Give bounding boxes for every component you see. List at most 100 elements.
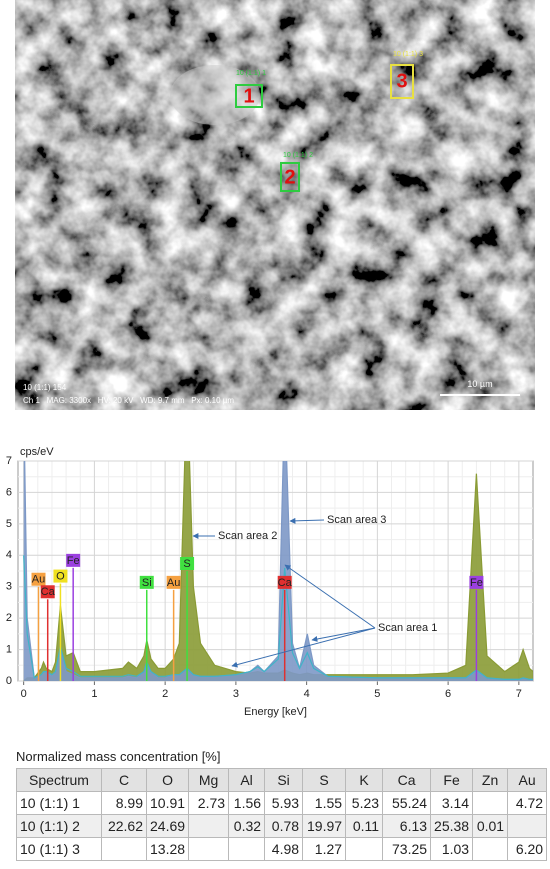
table-cell: Al xyxy=(228,768,266,792)
element-label: Fe xyxy=(67,555,80,567)
element-tag xyxy=(53,569,68,583)
region-number: 1 xyxy=(243,85,254,107)
table-cell: 10 (1:1) 1 xyxy=(16,791,102,815)
y-tick-label: 3 xyxy=(6,581,12,593)
table-cell: 1.27 xyxy=(302,837,347,861)
table-cell: K xyxy=(345,768,384,792)
region-number: 2 xyxy=(284,166,295,188)
element-label: Au xyxy=(167,577,180,589)
table-cell: 6.13 xyxy=(382,814,432,838)
table-row: Spectrum C O Mg Al Si S K Ca Fe Zn Au xyxy=(16,768,548,792)
table-cell: 8.99 xyxy=(101,791,147,815)
annotation-arrow xyxy=(311,627,376,642)
table-cell: 22.62 xyxy=(101,814,147,838)
element-tag xyxy=(40,585,55,599)
spectrum-line xyxy=(23,461,533,681)
table-row: 10 (1:1) 1 8.99 10.91 2.73 1.56 5.93 1.55 5.23 5… xyxy=(16,791,548,815)
table-cell xyxy=(345,837,384,861)
table-cell: 10 (1:1) 2 xyxy=(16,814,102,838)
annotation: Scan area 1 xyxy=(378,622,437,634)
x-tick-label: 2 xyxy=(162,688,168,700)
table-cell: 1.56 xyxy=(228,791,266,815)
table-cell: 73.25 xyxy=(382,837,432,861)
table-cell xyxy=(101,837,147,861)
element-tag xyxy=(31,572,46,586)
table-cell: 5.23 xyxy=(345,791,384,815)
x-tick-label: 3 xyxy=(233,688,239,700)
particle xyxy=(170,65,260,125)
element-tag xyxy=(66,553,81,567)
table-cell: 13.28 xyxy=(145,837,190,861)
table-cell: 3.14 xyxy=(430,791,474,815)
table-cell: 4.72 xyxy=(507,791,548,815)
y-tick-label: 6 xyxy=(6,486,12,498)
region-label: 10 (1:1) 3 xyxy=(393,51,423,58)
annotation-arrow xyxy=(289,517,325,524)
element-label: Fe xyxy=(470,577,483,589)
annotation: Scan area 3 xyxy=(327,514,386,526)
table-cell: 5.93 xyxy=(264,791,304,815)
element-tag xyxy=(139,575,154,589)
element-label: O xyxy=(56,570,65,582)
table-cell xyxy=(188,814,230,838)
spectrum-line xyxy=(23,555,533,680)
table-cell: 0.32 xyxy=(228,814,266,838)
table-cell: Si xyxy=(264,768,304,792)
spectrum-area xyxy=(23,461,533,681)
table-cell xyxy=(472,791,509,815)
region-box xyxy=(390,64,414,99)
x-axis-label: Energy [keV] xyxy=(244,706,307,718)
table-cell: 24.69 xyxy=(145,814,190,838)
table-cell: 10.91 xyxy=(145,791,190,815)
table-cell: 1.03 xyxy=(430,837,474,861)
x-tick-label: 4 xyxy=(304,688,310,700)
element-label: S xyxy=(183,558,190,570)
annotation-arrow xyxy=(284,564,376,629)
element-tag xyxy=(469,575,484,589)
element-tag xyxy=(180,557,195,570)
table-cell: Spectrum xyxy=(16,768,102,792)
image-name: 10 (1:1) 154 xyxy=(23,383,67,392)
x-tick-label: 5 xyxy=(374,688,380,700)
table-cell xyxy=(507,814,548,838)
y-tick-label: 7 xyxy=(6,455,12,467)
table-cell: 0.11 xyxy=(345,814,384,838)
table-cell: Mg xyxy=(188,768,230,792)
table-cell: 0.01 xyxy=(472,814,509,838)
table-cell: 4.98 xyxy=(264,837,304,861)
table-cell: 55.24 xyxy=(382,791,432,815)
annotation: Scan area 2 xyxy=(218,530,277,542)
plot-layer xyxy=(23,461,533,681)
table-cell: 0.78 xyxy=(264,814,304,838)
table-cell xyxy=(472,837,509,861)
table-cell: Zn xyxy=(472,768,509,792)
table-cell: 10 (1:1) 3 xyxy=(16,837,102,861)
region-box xyxy=(235,84,263,108)
table-row: 10 (1:1) 3 13.28 4.98 1.27 73.25 1.03 6.20 xyxy=(16,837,548,861)
table-cell: C xyxy=(101,768,147,792)
element-tag xyxy=(277,575,292,589)
element-label: Si xyxy=(142,577,152,589)
y-tick-label: 0 xyxy=(6,675,12,687)
table-cell xyxy=(228,837,266,861)
table-row: 10 (1:1) 2 22.62 24.69 0.32 0.78 19.97 0.11 6.1… xyxy=(16,814,548,838)
scale-bar-label: 10 µm xyxy=(467,379,492,389)
y-tick-label: 5 xyxy=(6,518,12,530)
image-info: Ch 1 MAG: 3300x HV: 20 kV WD: 9.7 mm Px:… xyxy=(23,396,234,405)
table-cell: 2.73 xyxy=(188,791,230,815)
table-cell: O xyxy=(145,768,190,792)
annotation-arrow xyxy=(231,627,376,668)
element-label: Au xyxy=(32,574,45,586)
table-cell: Fe xyxy=(430,768,474,792)
region-label: 10 (1:1) 2 xyxy=(283,152,313,159)
table-cell: S xyxy=(302,768,347,792)
concentration-table: Spectrum C O Mg Al Si S K Ca Fe Zn Au 10 (1:1) 1 8.99… xyxy=(16,768,548,861)
table-cell: Au xyxy=(507,768,548,792)
table-cell: 19.97 xyxy=(302,814,347,838)
x-tick-label: 0 xyxy=(21,688,27,700)
y-tick-label: 2 xyxy=(6,612,12,624)
table-cell: 6.20 xyxy=(507,837,548,861)
element-tag xyxy=(166,575,181,589)
